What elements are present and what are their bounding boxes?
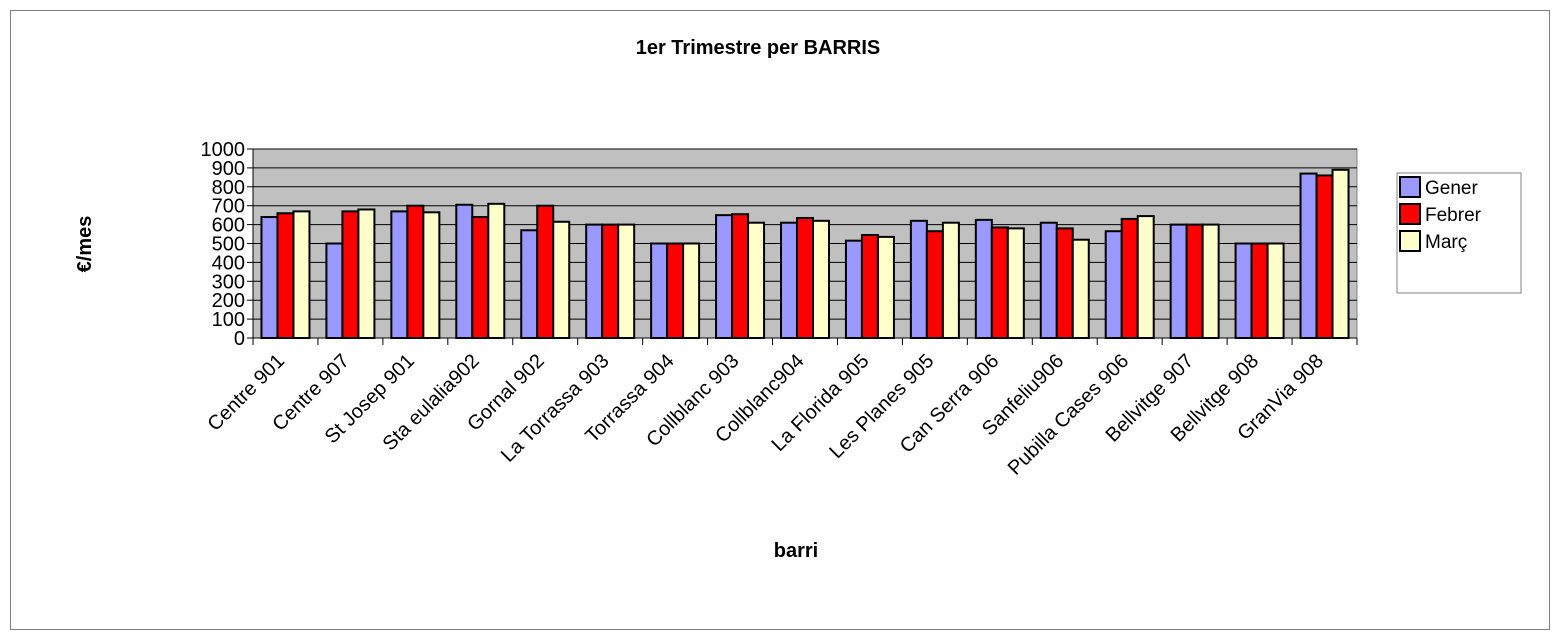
x-axis-title: barri — [774, 540, 818, 562]
bar — [715, 214, 734, 339]
bar — [1331, 168, 1350, 339]
y-tick-label: 200 — [212, 290, 245, 312]
legend-label: Març — [1425, 232, 1467, 253]
y-tick-label: 900 — [212, 158, 245, 180]
bar — [876, 235, 895, 339]
bar — [260, 216, 279, 339]
y-tick-label: 700 — [212, 196, 245, 218]
bar — [666, 242, 685, 339]
bar — [650, 242, 669, 339]
y-tick-label: 0 — [234, 328, 245, 350]
bar — [974, 218, 993, 339]
bar — [860, 233, 879, 339]
bar — [390, 210, 409, 339]
bar — [1315, 174, 1334, 339]
bar — [1039, 221, 1058, 340]
bar — [844, 239, 863, 339]
bar — [925, 230, 944, 339]
bar — [357, 208, 376, 339]
chart-frame: 1er Trimestre per BARRIS 0 100 200 300 400 50… — [10, 10, 1550, 630]
y-tick-label: 400 — [212, 252, 245, 274]
y-tick-label: 100 — [212, 309, 245, 331]
bar — [812, 219, 830, 340]
bar — [406, 204, 425, 339]
bar — [325, 242, 344, 339]
y-axis-title: €/mes — [74, 216, 96, 273]
bar — [1120, 217, 1139, 339]
bar — [1055, 227, 1074, 340]
legend-swatch — [1399, 230, 1421, 252]
y-tick-label: 1000 — [201, 139, 246, 161]
bar — [341, 210, 360, 339]
bar — [731, 213, 750, 339]
bar — [422, 211, 441, 339]
bar — [990, 226, 1009, 339]
legend: Gener Febrer Març — [1396, 172, 1522, 294]
bar — [455, 203, 474, 339]
bar — [1266, 242, 1285, 339]
bar — [1071, 238, 1090, 339]
bar — [536, 204, 555, 339]
chart-title: 1er Trimestre per BARRIS — [636, 37, 881, 59]
bar — [1104, 230, 1123, 339]
legend-swatch — [1399, 176, 1421, 198]
bar — [552, 220, 571, 339]
bar-chart: 1er Trimestre per BARRIS 010020030040050… — [74, 37, 1522, 562]
bar — [780, 221, 798, 340]
legend-label: Gener — [1425, 178, 1478, 199]
bar — [276, 212, 295, 339]
bar — [487, 202, 506, 339]
bar — [1299, 172, 1318, 339]
bars — [260, 168, 1350, 340]
legend-label: Febrer — [1425, 205, 1482, 226]
bar — [1185, 223, 1204, 340]
bar — [585, 223, 604, 340]
bar — [520, 229, 539, 340]
bar — [682, 242, 701, 339]
y-tick-label: 500 — [212, 234, 245, 256]
bar — [1201, 223, 1220, 340]
bar — [941, 221, 960, 340]
bar — [1136, 215, 1155, 339]
bar — [1006, 227, 1025, 340]
bar — [1250, 242, 1269, 339]
bar — [601, 223, 620, 340]
bar — [796, 216, 814, 339]
bar — [292, 210, 311, 339]
bar — [1169, 223, 1188, 340]
y-tick-label: 800 — [212, 177, 245, 199]
y-tick-label: 300 — [212, 271, 245, 293]
legend-swatch — [1399, 203, 1421, 225]
bar — [471, 216, 490, 339]
y-tick-label: 600 — [212, 215, 245, 237]
bar — [617, 223, 636, 340]
bar — [909, 219, 928, 340]
bar — [747, 221, 766, 340]
x-tick-label: Pubilla Cases 906 — [1004, 350, 1134, 480]
bar — [1234, 242, 1253, 339]
